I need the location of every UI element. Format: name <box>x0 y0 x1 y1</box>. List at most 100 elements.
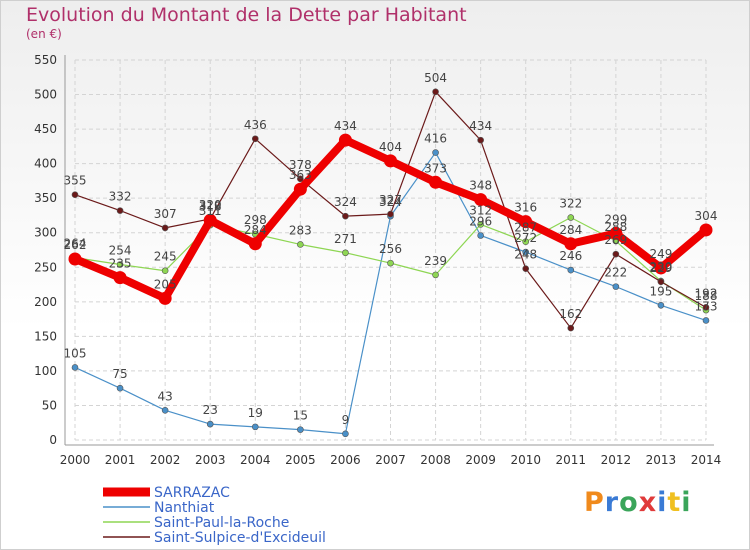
data-label: 195 <box>649 284 672 298</box>
data-label: 355 <box>64 174 87 188</box>
data-label: 312 <box>469 203 492 217</box>
data-point <box>116 207 124 214</box>
data-point <box>342 430 349 438</box>
x-tick-label: 2008 <box>420 453 451 467</box>
data-point <box>567 324 575 332</box>
data-point <box>71 191 79 199</box>
x-tick-label: 2011 <box>556 453 587 467</box>
data-label: 269 <box>604 233 627 247</box>
data-label: 332 <box>109 190 132 204</box>
x-tick-label: 2013 <box>646 453 677 467</box>
data-label: 245 <box>154 250 177 264</box>
data-label: 363 <box>289 168 312 182</box>
data-label: 299 <box>604 212 627 226</box>
data-point <box>657 278 665 286</box>
data-point <box>477 136 484 144</box>
chart-title: Evolution du Montant de la Dette par Hab… <box>26 4 467 26</box>
y-tick-label: 200 <box>34 295 57 309</box>
data-point <box>702 304 710 311</box>
data-point <box>342 212 349 220</box>
data-point <box>477 232 484 239</box>
data-label: 249 <box>649 247 672 261</box>
data-point <box>161 406 169 414</box>
data-label: 320 <box>199 198 222 212</box>
data-label: 416 <box>424 132 447 146</box>
x-tick-label: 2010 <box>510 453 541 467</box>
data-label: 324 <box>379 195 402 209</box>
data-label: 272 <box>514 231 537 245</box>
data-label: 230 <box>649 260 672 274</box>
x-tick-label: 2014 <box>691 453 722 467</box>
data-point <box>702 317 710 324</box>
data-label: 378 <box>289 158 312 172</box>
data-label: 436 <box>244 118 267 132</box>
data-label: 23 <box>203 403 218 417</box>
x-tick-label: 2006 <box>330 453 361 467</box>
data-point <box>116 384 124 392</box>
data-label: 229 <box>649 261 672 275</box>
data-point <box>251 135 259 143</box>
legend: SARRAZACNanthiatSaint-Paul-la-RocheSaint… <box>103 485 326 546</box>
data-point <box>477 221 484 228</box>
legend-label: SARRAZAC <box>154 485 230 501</box>
x-tick-label: 2012 <box>601 453 632 467</box>
data-point <box>522 265 530 272</box>
data-point <box>519 215 533 229</box>
data-point <box>113 271 127 285</box>
data-label: 298 <box>244 213 267 227</box>
data-label: 205 <box>154 277 177 291</box>
data-point <box>429 175 443 189</box>
data-label: 307 <box>154 207 177 221</box>
data-point <box>297 175 304 183</box>
data-label: 19 <box>248 406 263 420</box>
data-label: 296 <box>469 214 492 228</box>
y-tick-label: 100 <box>34 364 57 378</box>
x-tick-label: 2004 <box>240 453 271 467</box>
data-point <box>567 266 575 274</box>
data-label: 235 <box>109 257 132 271</box>
data-point <box>161 224 169 232</box>
data-label: 222 <box>604 266 627 280</box>
legend-label: Saint-Sulpice-d'Excideuil <box>154 530 326 546</box>
data-point <box>522 248 530 256</box>
data-point <box>297 241 304 248</box>
data-point <box>293 182 307 196</box>
data-point <box>612 283 620 290</box>
data-label: 434 <box>469 119 492 133</box>
data-point <box>71 364 79 371</box>
data-point <box>68 252 82 266</box>
y-tick-label: 300 <box>34 226 57 240</box>
data-label: 373 <box>424 161 447 175</box>
data-point <box>297 426 304 433</box>
x-tick-label: 2000 <box>60 453 91 467</box>
data-label: 75 <box>112 367 127 381</box>
data-label: 284 <box>559 223 582 237</box>
data-point <box>567 214 575 221</box>
data-point <box>564 237 578 251</box>
axes: 0 50 100 150 200 250 300 350 400 450 500 550 2000 200… <box>34 53 721 467</box>
chart-subtitle: (en €) <box>26 27 62 41</box>
y-tick-label: 250 <box>34 260 57 274</box>
y-tick-label: 500 <box>34 88 57 102</box>
data-label: 288 <box>604 220 627 234</box>
x-tick-label: 2007 <box>375 453 406 467</box>
data-label: 316 <box>514 201 537 215</box>
data-label: 246 <box>559 249 582 263</box>
data-label: 15 <box>293 409 308 423</box>
legend-label: Saint-Paul-la-Roche <box>154 515 289 531</box>
data-label: 162 <box>559 307 582 321</box>
data-label: 43 <box>158 389 173 403</box>
data-label: 271 <box>334 232 357 246</box>
data-point <box>248 237 262 251</box>
data-point <box>654 261 668 275</box>
data-label: 404 <box>379 140 402 154</box>
data-point <box>612 250 620 258</box>
y-tick-label: 0 <box>49 433 57 447</box>
data-point <box>206 420 214 428</box>
data-point <box>342 249 349 257</box>
data-label: 304 <box>695 209 718 223</box>
data-label: 192 <box>695 286 718 300</box>
data-label: 434 <box>334 119 357 133</box>
data-label: 318 <box>199 199 222 213</box>
